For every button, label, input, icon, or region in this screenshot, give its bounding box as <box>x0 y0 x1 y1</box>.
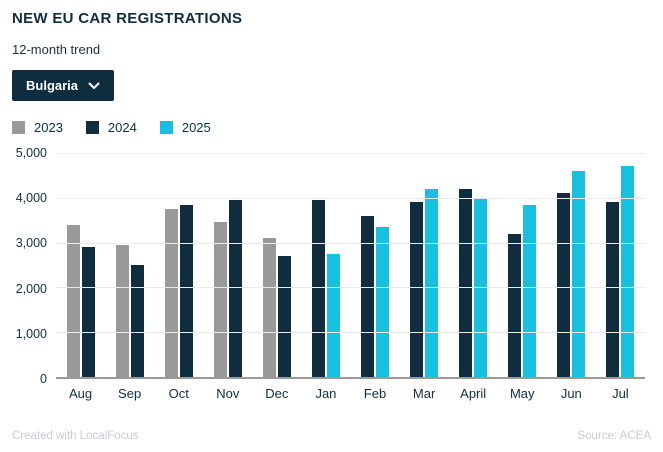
country-dropdown[interactable]: Bulgaria <box>12 70 115 101</box>
legend-swatch-2023 <box>12 121 25 134</box>
bar-group-oct <box>154 153 203 377</box>
chart-subtitle: 12-month trend <box>12 42 101 57</box>
bar-group-april <box>449 153 498 377</box>
legend: 2023 2024 2025 <box>12 120 651 135</box>
bar-2025-jul <box>621 166 635 377</box>
bar-2025-may <box>523 204 537 377</box>
bar-2024-jun <box>557 193 571 377</box>
bar-2023-aug <box>66 224 80 377</box>
legend-swatch-2024 <box>85 121 99 134</box>
bar-2024-oct <box>179 204 193 377</box>
bar-2024-sep <box>130 265 144 377</box>
x-tick-label-jun: Jun <box>560 386 582 401</box>
footer: Created with LocalFocus Source: ACEA <box>12 430 651 442</box>
legend-item-2025: 2025 <box>159 120 211 135</box>
gridline <box>56 153 645 154</box>
bar-2023-nov <box>213 222 227 377</box>
country-dropdown-value: Bulgaria <box>26 78 79 93</box>
bar-2025-jan <box>326 253 340 377</box>
chevron-down-icon <box>88 82 100 90</box>
plot-area <box>56 153 645 379</box>
bar-2025-jun <box>572 170 586 377</box>
bar-2023-sep <box>115 244 129 377</box>
legend-label: 2023 <box>34 120 63 135</box>
bar-group-sep <box>105 153 154 377</box>
source-text: Source: ACEA <box>577 430 651 442</box>
y-tick-label: 4,000 <box>15 191 47 206</box>
bar-2025-mar <box>425 188 439 377</box>
bar-2024-aug <box>81 247 95 377</box>
bar-chart: 0 1,000 2,000 3,000 4,000 5,000 <box>12 146 651 386</box>
x-tick-label-jan: Jan <box>315 386 337 401</box>
y-tick-label: 3,000 <box>15 236 47 251</box>
x-tick-label-jul: Jul <box>612 386 629 401</box>
legend-item-2023: 2023 <box>12 120 63 135</box>
x-tick-label-dec: Dec <box>265 386 289 401</box>
bar-group-aug <box>56 153 105 377</box>
bar-2024-may <box>508 233 522 377</box>
bar-group-dec <box>252 153 301 377</box>
legend-item-2024: 2024 <box>85 120 137 135</box>
gridline <box>56 287 645 289</box>
bar-group-nov <box>203 153 252 377</box>
bar-2023-oct <box>164 209 178 377</box>
bar-2024-feb <box>361 215 374 377</box>
x-tick-label-feb: Feb <box>363 386 387 401</box>
bar-2024-dec <box>277 256 291 377</box>
x-tick-label-may: May <box>509 386 535 401</box>
bar-group-may <box>498 153 547 377</box>
bar-2024-mar <box>410 202 424 377</box>
gridline <box>56 242 645 244</box>
gridline <box>56 197 645 199</box>
bar-group-jan <box>301 153 350 377</box>
x-tick-label-nov: Nov <box>216 386 240 401</box>
y-tick-label: 1,000 <box>15 326 47 341</box>
legend-swatch-2025 <box>159 121 173 134</box>
bar-group-feb <box>350 153 399 377</box>
bar-2023-dec <box>262 238 276 377</box>
page-title: NEW EU CAR REGISTRATIONS <box>12 10 243 27</box>
x-tick-label-april: April <box>460 386 487 401</box>
x-tick-label-oct: Oct <box>168 386 189 401</box>
attribution-text: Created with LocalFocus <box>12 430 139 442</box>
y-tick-label: 2,000 <box>15 281 47 296</box>
x-axis: Aug Sep Oct Nov Dec Jan Feb Mar April May Jun Jul <box>56 386 645 401</box>
legend-label: 2025 <box>181 120 211 135</box>
bar-2024-april <box>459 188 473 377</box>
bar-2024-nov <box>228 200 242 377</box>
bar-2024-jan <box>311 200 325 377</box>
x-tick-label-mar: Mar <box>412 386 436 401</box>
bar-group-mar <box>400 153 449 377</box>
gridline <box>56 332 645 334</box>
y-axis: 0 1,000 2,000 3,000 4,000 5,000 <box>12 146 56 386</box>
bar-groups <box>56 153 645 377</box>
y-tick-label: 5,000 <box>15 146 47 160</box>
legend-label: 2024 <box>107 120 137 135</box>
y-tick-label: 0 <box>40 372 47 386</box>
bar-2025-feb <box>376 226 389 377</box>
x-tick-label-sep: Sep <box>118 386 142 401</box>
bar-group-jun <box>547 153 596 377</box>
bar-2024-jul <box>606 202 620 377</box>
x-tick-label-aug: Aug <box>68 386 93 401</box>
bar-group-jul <box>596 153 645 377</box>
